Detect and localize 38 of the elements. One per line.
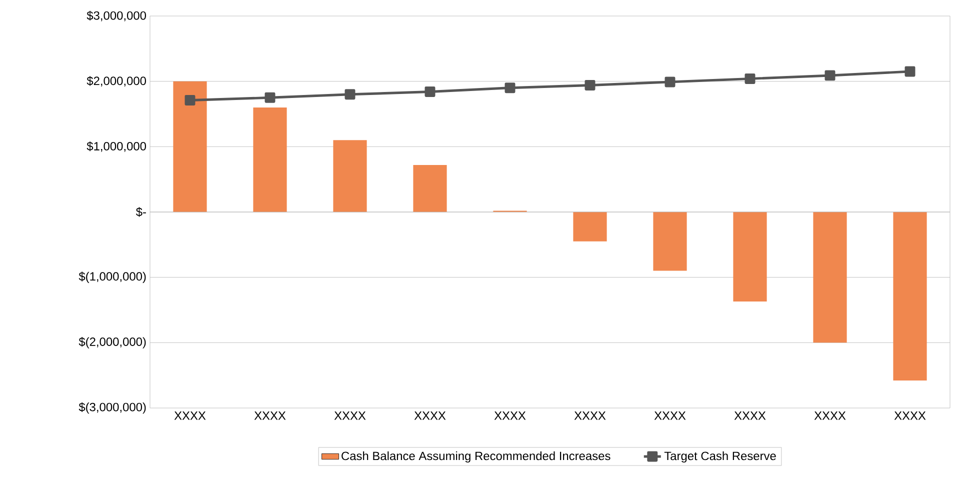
x-tick-label: XXXX — [254, 412, 286, 420]
y-tick-label: $(2,000,000) — [78, 337, 146, 348]
x-tick-label: XXXX — [414, 412, 446, 420]
point — [184, 95, 196, 106]
bar — [733, 212, 767, 302]
y-tick-label: $- — [136, 207, 146, 217]
y-tick-label: $1,000,000 — [86, 141, 146, 152]
bar — [813, 212, 847, 343]
point — [264, 92, 276, 103]
legend-label: Cash Balance Assuming Recommended Increases — [342, 451, 610, 463]
y-tick-label: $(1,000,000) — [78, 272, 146, 283]
x-tick-label: XXXX — [334, 412, 366, 420]
bar — [253, 107, 287, 212]
x-tick-label: XXXX — [734, 412, 766, 420]
bar — [893, 212, 927, 381]
point — [664, 76, 676, 88]
point — [744, 73, 756, 84]
x-tick-label: XXXX — [654, 412, 686, 420]
y-tick-label: $(3,000,000) — [78, 402, 146, 414]
point — [424, 86, 436, 98]
point — [824, 70, 836, 81]
bar — [413, 164, 447, 212]
bar — [653, 212, 687, 271]
bar — [173, 81, 207, 212]
point — [584, 80, 596, 90]
point — [904, 66, 916, 77]
bar — [573, 212, 607, 242]
bar — [333, 140, 367, 212]
y-tick-label: $3,000,000 — [86, 10, 146, 22]
x-tick-label: XXXX — [894, 412, 926, 420]
legend-label: Target Cash Reserve — [664, 451, 776, 463]
x-tick-label: XXXX — [494, 412, 526, 420]
point — [504, 82, 516, 94]
x-tick-label: XXXX — [814, 412, 846, 420]
x-tick-label: XXXX — [174, 412, 206, 420]
x-tick-label: XXXX — [574, 412, 606, 420]
point — [344, 89, 356, 100]
y-tick-label: $2,000,000 — [86, 76, 146, 87]
